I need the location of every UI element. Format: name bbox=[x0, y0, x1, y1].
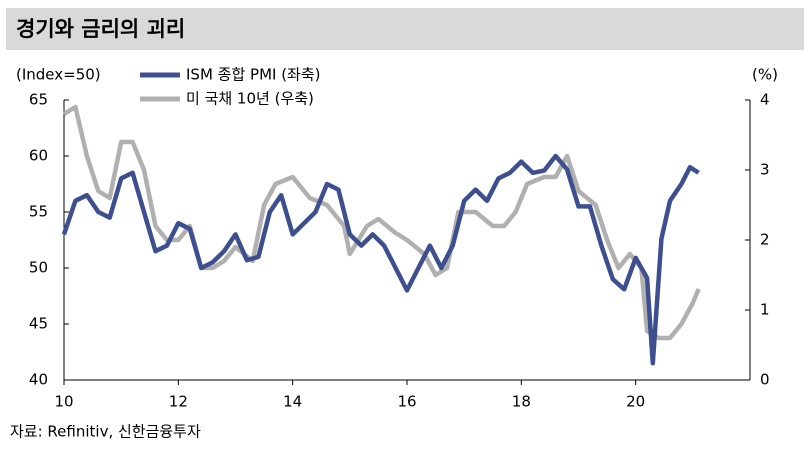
y-tick-label: 50 bbox=[29, 259, 48, 277]
series-line bbox=[62, 104, 701, 341]
series-line bbox=[61, 153, 700, 366]
y2-tick-label: 4 bbox=[760, 91, 770, 109]
x-tick-label: 18 bbox=[512, 393, 531, 411]
y-axis-label: (Index=50) bbox=[16, 66, 101, 84]
x-tick-label: 12 bbox=[169, 393, 188, 411]
x-tick-label: 14 bbox=[283, 393, 302, 411]
x-tick-label: 10 bbox=[54, 393, 73, 411]
y2-tick-label: 3 bbox=[760, 161, 770, 179]
y-tick-label: 45 bbox=[29, 315, 48, 333]
y-tick-label: 55 bbox=[29, 203, 48, 221]
y2-tick-label: 1 bbox=[760, 301, 770, 319]
legend-label: 미 국채 10년 (우축) bbox=[186, 90, 314, 108]
y2-tick-label: 0 bbox=[760, 371, 770, 389]
x-tick-label: 20 bbox=[626, 393, 645, 411]
chart-title: 경기와 금리의 괴리 bbox=[16, 17, 185, 41]
source: 자료: Refinitiv, 신한금융투자 bbox=[10, 423, 201, 441]
legend-label: ISM 종합 PMI (좌축) bbox=[186, 66, 321, 84]
y-tick-label: 60 bbox=[29, 147, 48, 165]
title-bar bbox=[6, 8, 804, 50]
y-tick-label: 65 bbox=[29, 91, 48, 109]
y2-axis-label: (%) bbox=[752, 66, 778, 84]
y-tick-label: 40 bbox=[29, 371, 48, 389]
y2-tick-label: 2 bbox=[760, 231, 770, 249]
x-tick-label: 16 bbox=[397, 393, 416, 411]
